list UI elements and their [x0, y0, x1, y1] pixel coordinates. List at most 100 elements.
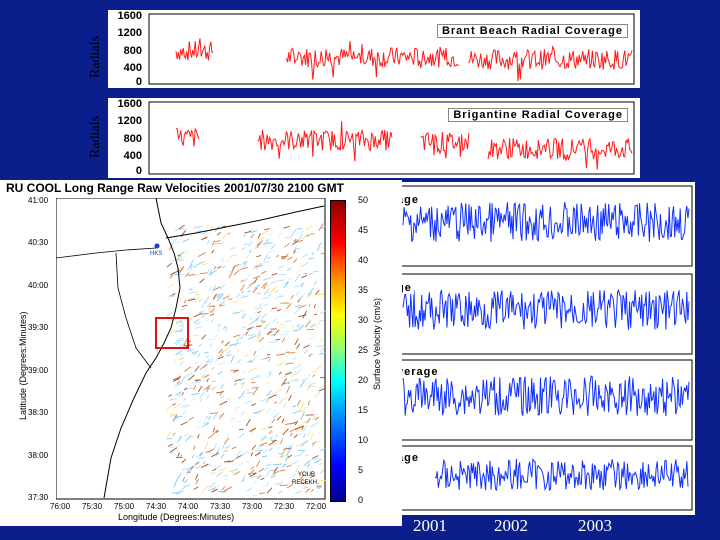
velocity-vector — [276, 353, 285, 356]
study-area-box — [155, 317, 189, 349]
velocity-vector — [216, 231, 222, 236]
velocity-vector — [224, 486, 233, 492]
velocity-vector — [279, 455, 288, 458]
velocity-vector — [253, 283, 260, 290]
velocity-vector — [272, 318, 277, 323]
velocity-vector — [288, 394, 292, 401]
velocity-vector — [214, 240, 221, 243]
velocity-vector — [247, 290, 251, 293]
velocity-vector — [244, 254, 250, 260]
velocity-vector — [302, 310, 307, 319]
velocity-vector — [306, 466, 310, 472]
velocity-vector — [270, 243, 276, 250]
velocity-vector — [319, 225, 326, 230]
velocity-vector — [225, 354, 232, 357]
velocity-vector — [295, 442, 305, 447]
velocity-vector — [186, 469, 190, 475]
velocity-vector — [193, 334, 199, 337]
velocity-vector — [233, 272, 236, 276]
velocity-vector — [306, 463, 311, 468]
brigantine-ylabel: Radials — [88, 116, 103, 158]
velocity-vector — [227, 232, 231, 236]
velocity-vector — [260, 408, 265, 412]
velocity-vector — [179, 324, 185, 327]
cbar-tick-35: 35 — [358, 285, 369, 295]
velocity-vector — [250, 234, 255, 239]
velocity-vector — [172, 241, 181, 244]
velocity-vector — [315, 293, 325, 296]
velocity-vector — [184, 434, 188, 436]
colorbar — [330, 200, 346, 502]
velocity-vector — [265, 482, 270, 488]
velocity-vector — [240, 479, 246, 483]
velocity-vector — [229, 254, 238, 257]
velocity-vector — [185, 349, 190, 351]
velocity-vector — [180, 404, 187, 409]
velocity-vector — [294, 304, 302, 308]
velocity-vector — [306, 292, 312, 298]
velocity-vector — [294, 273, 301, 282]
velocity-vector — [238, 432, 245, 439]
series-segment — [175, 127, 200, 147]
velocity-vector — [256, 240, 264, 246]
velocity-vector — [272, 463, 282, 466]
velocity-vector — [266, 373, 271, 379]
velocity-vector — [237, 395, 242, 400]
velocity-vector — [184, 312, 189, 315]
velocity-vector — [282, 428, 289, 436]
velocity-vector — [286, 256, 293, 261]
velocity-vector — [316, 322, 321, 327]
velocity-vector — [314, 458, 322, 464]
velocity-vector — [277, 265, 285, 269]
velocity-vector — [258, 236, 264, 242]
velocity-vector — [173, 341, 178, 345]
velocity-vector — [281, 375, 287, 378]
velocity-vector — [270, 408, 275, 417]
velocity-vector — [286, 448, 292, 456]
velocity-vector — [268, 441, 275, 446]
velocity-vector — [212, 429, 218, 435]
lat-tick-40: 40:00 — [28, 281, 49, 290]
velocity-vector — [193, 265, 197, 269]
velocity-vector — [197, 252, 206, 258]
velocity-vector — [187, 348, 194, 352]
velocity-vector — [175, 319, 181, 325]
velocity-vector — [195, 294, 200, 296]
velocity-vector — [185, 390, 189, 394]
velocity-vector — [193, 312, 202, 318]
brant-legend: Brant Beach Radial Coverage — [436, 24, 628, 38]
velocity-vector — [211, 249, 215, 254]
lon-tick-7530: 75:30 — [82, 502, 103, 511]
velocity-vector — [172, 432, 176, 437]
velocity-vector — [308, 373, 311, 377]
velocity-vector — [259, 314, 264, 321]
velocity-vector — [285, 362, 294, 365]
velocity-vector — [209, 357, 214, 365]
velocity-vector — [269, 232, 273, 236]
velocity-vector — [272, 286, 278, 291]
velocity-vector — [260, 245, 270, 249]
velocity-vector — [248, 470, 256, 477]
velocity-vector — [299, 403, 304, 412]
velocity-vector — [232, 300, 238, 304]
velocity-vector — [168, 394, 173, 397]
velocity-vector — [244, 230, 252, 234]
velocity-vector — [273, 296, 280, 300]
velocity-vector — [211, 482, 216, 486]
velocity-vector — [241, 410, 245, 415]
velocity-vector — [231, 471, 234, 475]
velocity-vector — [236, 342, 242, 345]
velocity-vector — [238, 334, 242, 339]
velocity-vector — [313, 313, 318, 316]
velocity-vector — [248, 469, 255, 476]
velocity-vector — [281, 325, 287, 329]
velocity-vector — [179, 296, 185, 299]
velocity-vector — [237, 462, 244, 467]
velocity-vector — [204, 319, 211, 322]
velocity-vector — [253, 246, 259, 249]
velocity-vector — [260, 434, 267, 440]
velocity-vector — [299, 449, 305, 457]
velocity-vector — [243, 243, 250, 246]
velocity-vector — [271, 332, 277, 337]
velocity-vector — [238, 428, 244, 431]
